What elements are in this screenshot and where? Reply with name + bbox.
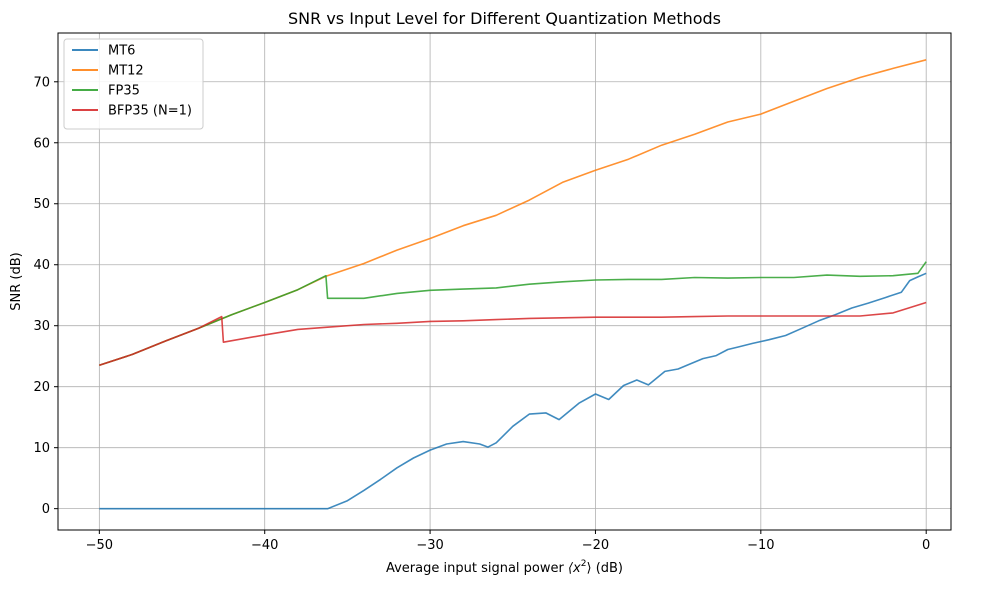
legend-label-bfp35-n-1: BFP35 (N=1): [108, 104, 192, 119]
x-tick-label: −40: [251, 538, 278, 553]
x-axis-label-sup: 2: [581, 559, 587, 569]
y-tick-label: 10: [33, 441, 50, 456]
y-tick-label: 50: [33, 197, 50, 212]
x-tick-label: −10: [747, 538, 774, 553]
y-tick-label: 30: [33, 319, 50, 334]
y-tick-label: 20: [33, 380, 50, 395]
chart-title: SNR vs Input Level for Different Quantiz…: [288, 9, 721, 28]
plot-frame: [57, 32, 952, 531]
series-layer: [99, 59, 927, 510]
x-tick-label: −20: [582, 538, 609, 553]
legend-label-mt6: MT6: [108, 44, 135, 59]
x-axis-label-suffix: (dB): [592, 561, 623, 576]
x-tick-label: −50: [86, 538, 113, 553]
x-axis-label: Average input signal power ⟨x2⟩ (dB): [386, 559, 623, 576]
y-tick-label: 70: [33, 75, 50, 90]
y-axis-label: SNR (dB): [9, 252, 24, 310]
legend-label-mt12: MT12: [108, 64, 144, 79]
legend-label-fp35: FP35: [108, 84, 140, 99]
y-tick-label: 60: [33, 136, 50, 151]
legend: MT6 MT12 FP35 BFP35 (N=1): [63, 38, 204, 130]
series-line-fp35: [99, 261, 927, 367]
x-tick-label: −30: [416, 538, 443, 553]
series-line-bfp35-n-1: [99, 301, 927, 367]
y-tick-label: 0: [42, 502, 50, 517]
x-tick-label: 0: [922, 538, 930, 553]
x-axis-label-math: ⟨x: [568, 561, 581, 576]
x-axis-label-prefix: Average input signal power: [386, 561, 568, 576]
x-axis-label-math-close: ⟩: [586, 561, 591, 576]
grid-lines: [58, 33, 951, 530]
axis-ticks: −50 −40 −30 −20 −10 0 0 10 20 30 40 50 60 70: [33, 75, 930, 553]
legend-items: MT6 MT12 FP35 BFP35 (N=1): [72, 44, 192, 119]
y-tick-label: 40: [33, 258, 50, 273]
legend-box: [63, 38, 204, 130]
